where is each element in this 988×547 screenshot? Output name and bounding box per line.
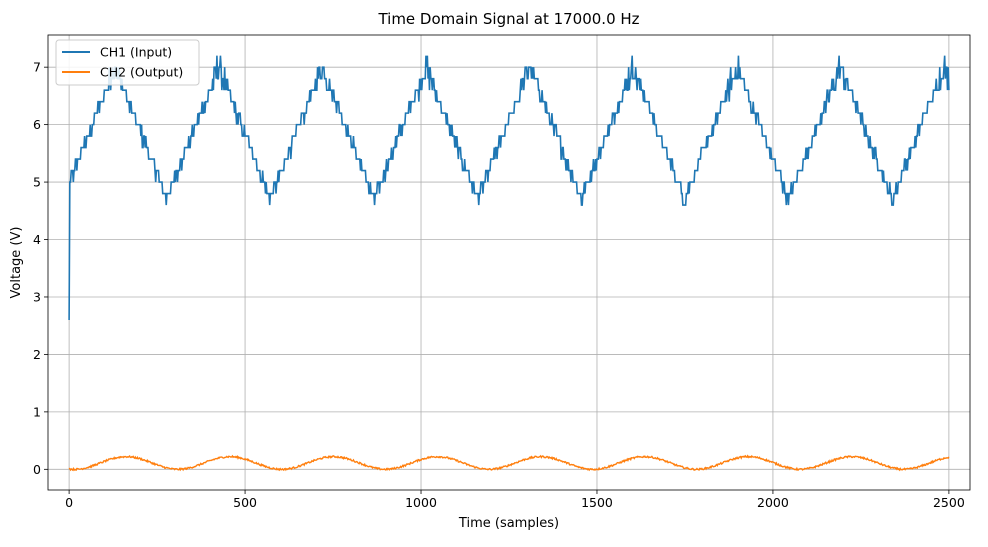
chart-title: Time Domain Signal at 17000.0 Hz: [377, 10, 639, 28]
plot-area: [68, 55, 950, 472]
x-tick-label: 2000: [757, 495, 789, 510]
y-tick-label: 0: [33, 462, 41, 477]
grid: [48, 35, 970, 490]
y-axis-label: Voltage (V): [9, 227, 24, 299]
y-tick-label: 6: [33, 117, 41, 132]
x-tick-label: 500: [233, 495, 257, 510]
legend-label-ch1: CH1 (Input): [100, 45, 172, 60]
legend-box: [55, 39, 200, 86]
series-line-ch1: [68, 55, 950, 320]
series-line-ch2: [68, 454, 950, 472]
x-tick-label: 1000: [405, 495, 437, 510]
x-tick-label: 0: [65, 495, 73, 510]
y-tick-label: 2: [33, 347, 41, 362]
y-tick-label: 1: [33, 404, 41, 419]
legend-label-ch2: CH2 (Output): [100, 65, 183, 80]
axes-frame: [47, 34, 971, 491]
y-axis-ticks: 0 1 2 3 4 5 6 7: [33, 60, 48, 477]
legend: CH1 (Input) CH2 (Output): [55, 39, 200, 86]
x-axis-ticks: 0 500 1000 1500 2000 2500: [65, 490, 965, 510]
y-tick-label: 5: [33, 175, 41, 190]
x-axis-label: Time (samples): [458, 516, 559, 531]
y-tick-label: 3: [33, 289, 41, 304]
x-tick-label: 1500: [581, 495, 613, 510]
y-tick-label: 7: [33, 60, 41, 75]
y-tick-label: 4: [33, 232, 41, 247]
x-tick-label: 2500: [933, 495, 965, 510]
